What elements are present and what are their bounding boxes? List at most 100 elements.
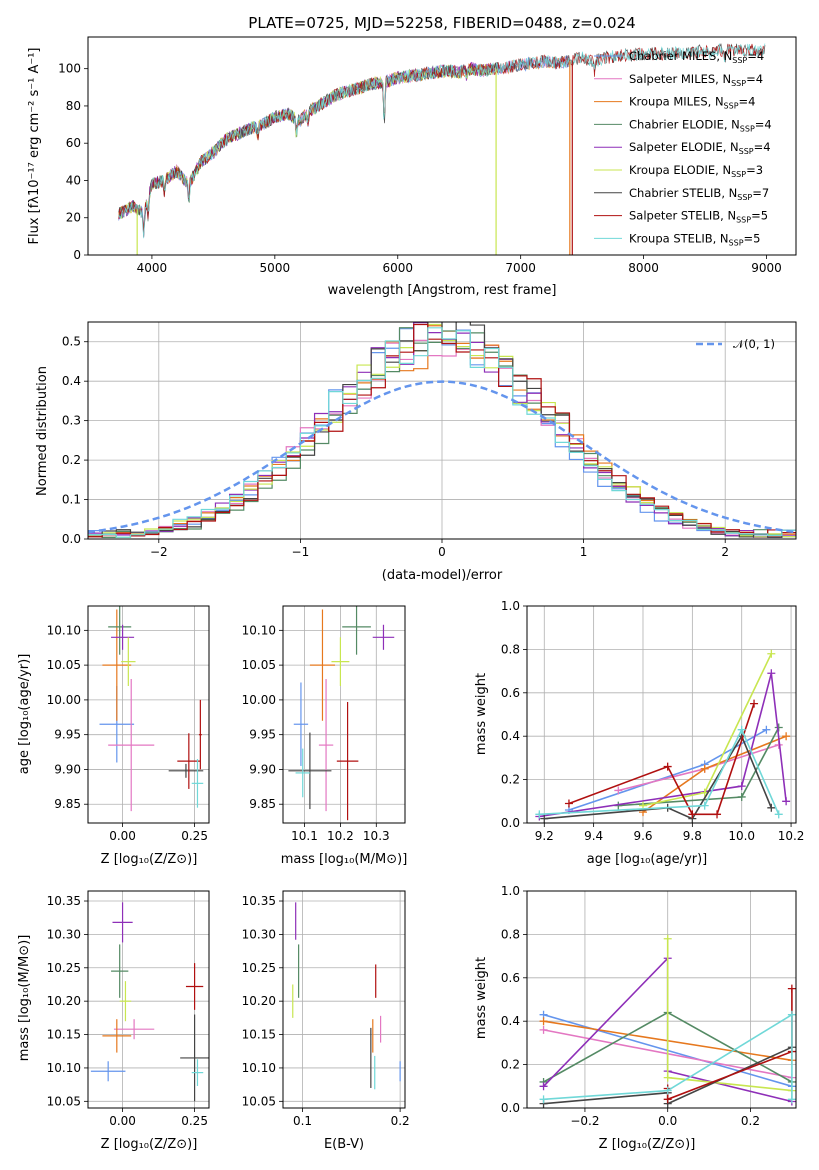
- weight-vs-age-panel: 9.2 9.4 9.6 9.8 10.0 10.2 0.0 0.2 0.4 0.6 0.8 1.0 a…: [474, 599, 804, 867]
- errorbar-salpeter-miles: [113, 1019, 155, 1040]
- weight-marker: [539, 1082, 548, 1091]
- y-tick-label: 10.10: [47, 1061, 81, 1075]
- x-tick-label: 9000: [751, 261, 782, 275]
- weight-marker: [539, 1025, 548, 1034]
- y-tick-label: 10.05: [242, 1094, 276, 1108]
- y-tick-label: 1.0: [501, 884, 520, 898]
- x-tick-label: 7000: [505, 261, 536, 275]
- legend-label-chabrier-elodie: Chabrier ELODIE, NSSP=4: [629, 117, 772, 133]
- y-tick-label: 10.05: [47, 658, 81, 672]
- legend-subscript: SSP: [736, 216, 751, 225]
- x-tick-label: 4000: [137, 261, 168, 275]
- weight-marker: [767, 669, 776, 678]
- weight-marker: [787, 1095, 796, 1104]
- legend-subscript: SSP: [739, 147, 754, 156]
- weight-marker: [539, 1017, 548, 1026]
- legend-subscript: SSP: [729, 238, 744, 247]
- x-tick-label: 10.1: [291, 829, 318, 843]
- x-tick-label: 10.2: [778, 829, 805, 843]
- weight-marker: [663, 1095, 672, 1104]
- weight-marker: [774, 810, 783, 819]
- errorbar-kroupa-stelib: [191, 759, 204, 808]
- weight-marker: [663, 934, 672, 943]
- errorbar-salpeter-stelib: [336, 701, 359, 821]
- x-tick-label: 0: [438, 545, 446, 559]
- legend-count: =4: [739, 95, 756, 109]
- mass-z-xlabel: Z [log₁₀(Z/Z⊙)]: [101, 1137, 198, 1152]
- axes-frame: [282, 890, 406, 1109]
- mass-vs-extinction-panel: 0.1 0.2 10.05 10.10 10.15 10.20 10.25 10.30 10.3…: [242, 890, 410, 1152]
- y-tick-label: 10.25: [242, 961, 276, 975]
- errorbar-chabrier-miles: [90, 1061, 126, 1082]
- errorbar-kroupa-elodie: [119, 981, 132, 1022]
- errorbar-salpeter-stelib: [198, 699, 202, 770]
- legend-count: =4: [755, 117, 772, 131]
- legend-subscript: SSP: [724, 102, 739, 111]
- y-tick-label: 10.05: [47, 1094, 81, 1108]
- legend-count: =5: [751, 209, 768, 223]
- x-tick-label: 6000: [382, 261, 413, 275]
- y-tick-label: 0.5: [62, 335, 81, 349]
- y-tick-label: 0.1: [62, 493, 81, 507]
- weight-marker: [782, 732, 791, 741]
- histogram-salpeter-miles: [88, 339, 796, 538]
- histogram-xlabel: (data-model)/error: [382, 568, 503, 583]
- weight-marker: [737, 725, 746, 734]
- y-tick-label: 9.90: [54, 762, 81, 776]
- weight-marker: [539, 1095, 548, 1104]
- axes-frame: [87, 36, 797, 256]
- weight-z-xlabel: Z [log₁₀(Z/Z⊙)]: [599, 1137, 696, 1152]
- y-tick-label: 0.8: [501, 927, 520, 941]
- age-mass-xlabel: mass [log₁₀(M/M⊙)]: [281, 852, 408, 867]
- legend-label-salpeter-stelib: Salpeter STELIB, NSSP=5: [629, 209, 768, 225]
- y-tick-label: 0: [73, 248, 81, 262]
- errorbar-salpeter-miles: [318, 679, 334, 812]
- normal-reference-curve: [88, 380, 796, 534]
- weight-marker: [564, 799, 573, 808]
- weight-marker: [700, 801, 709, 810]
- y-tick-label: 10.30: [47, 927, 81, 941]
- mass-vs-metallicity-panel: 0.00 0.25 10.05 10.10 10.15 10.20 10.25 10.30 10…: [17, 890, 210, 1152]
- y-tick-label: 10.20: [47, 994, 81, 1008]
- y-tick-label: 40: [66, 173, 81, 187]
- weight-marker: [688, 810, 697, 819]
- residual-histogram-panel: −2 −1 0 1 2 0.0 0.1 0.2 0.3 0.4 0.5 (data-model)/e…: [35, 321, 797, 583]
- spectrum-lines: [118, 43, 766, 255]
- x-tick-label: 0.25: [181, 829, 208, 843]
- errorbar-kroupa-elodie: [121, 637, 136, 686]
- errorbar-chabrier-stelib: [180, 1014, 209, 1102]
- y-tick-label: 10.30: [242, 927, 276, 941]
- weight-marker: [663, 762, 672, 771]
- weight-vs-metallicity-panel: −0.2 0.0 0.2 0.0 0.2 0.4 0.6 0.8 1.0 Z [log₁₀(Z/…: [474, 884, 797, 1152]
- y-tick-label: 10.00: [47, 693, 81, 707]
- legend-label-salpeter-miles: Salpeter MILES, NSSP=4: [629, 72, 763, 88]
- x-tick-label: −1: [292, 545, 310, 559]
- errorbar-chabrier-stelib: [288, 732, 332, 810]
- x-tick-label: 0.25: [181, 1114, 208, 1128]
- weight-lines: [539, 934, 796, 1108]
- weight-marker: [787, 1010, 796, 1019]
- y-tick-label: 0.8: [501, 642, 520, 656]
- errorbar-chabrier-elodie: [342, 606, 371, 655]
- y-tick-label: 10.25: [47, 961, 81, 975]
- weight-series-salpeter-stelib: [564, 699, 759, 819]
- legend-label-kroupa-elodie: Kroupa ELODIE, NSSP=3: [629, 163, 763, 179]
- y-tick-label: 10.10: [242, 1061, 276, 1075]
- tick-marks: 0.1 0.2 10.05 10.10 10.15 10.20 10.25 10.30 10.3…: [242, 894, 410, 1128]
- tick-marks: 10.1 10.2 10.3 9.85 9.90 9.95 10.00 10.05 10.10: [242, 623, 390, 843]
- y-tick-label: 9.95: [54, 728, 81, 742]
- legend-label-chabrier-stelib: Chabrier STELIB, NSSP=7: [629, 186, 769, 202]
- y-tick-label: 9.90: [249, 762, 276, 776]
- histogram-steps: [88, 322, 796, 539]
- y-tick-label: 10.15: [242, 1028, 276, 1042]
- errorbar-kroupa-miles: [309, 609, 336, 721]
- histogram-ylabel: Normed distribution: [35, 366, 50, 496]
- errorbar-salpeter-elodie: [111, 624, 135, 650]
- weight-marker: [767, 649, 776, 658]
- legend-count: =4: [746, 72, 763, 86]
- y-tick-label: 10.10: [47, 623, 81, 637]
- y-tick-label: 9.85: [54, 797, 81, 811]
- weight-marker: [713, 810, 722, 819]
- age-vs-mass-panel: 10.1 10.2 10.39.859.909.9510.0010.0510.10 …: [242, 605, 408, 867]
